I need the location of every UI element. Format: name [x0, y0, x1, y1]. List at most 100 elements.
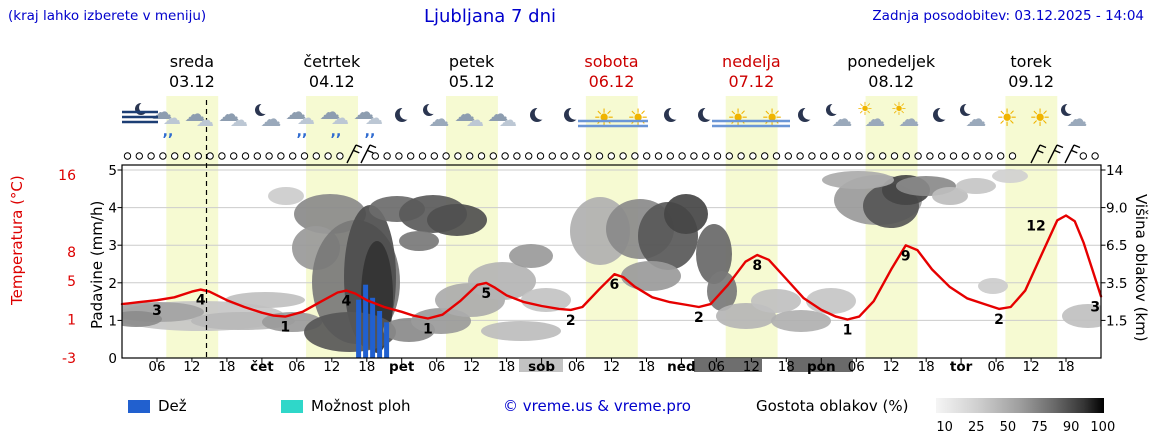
day-date: 04.12 — [309, 72, 355, 91]
svg-text:☁: ☁ — [320, 100, 341, 124]
svg-text:pon: pon — [807, 359, 836, 375]
svg-text:☀: ☀ — [727, 104, 749, 132]
rain-legend-label: Dež — [158, 397, 187, 415]
calm-wind-icon — [371, 152, 379, 160]
svg-text:12: 12 — [463, 359, 480, 375]
svg-text:☀: ☀ — [627, 104, 649, 132]
day-name: ponedeljek — [847, 52, 936, 71]
density-tick: 75 — [1031, 420, 1048, 435]
svg-text:1: 1 — [67, 312, 76, 328]
calm-wind-icon — [607, 152, 615, 160]
calm-wind-icon — [713, 152, 722, 160]
svg-text:☀: ☀ — [593, 104, 615, 132]
day-date: 08.12 — [868, 72, 914, 91]
svg-text:9.0: 9.0 — [1106, 201, 1127, 217]
showers-legend-swatch — [281, 400, 303, 413]
calm-wind-icon — [843, 152, 851, 160]
weather-icons-row: ☁☁,,☁☁ ☁☁ ☁ ☁☁,,☁☁,,☁☁,,☁ ☁☁ ☁☁ ☀ ☀ ☀ ☀ ☁ ☀☁ ☀☁ ☁ ☀ ☀ ☁ — [122, 99, 1088, 140]
calm-wind-icon — [902, 152, 910, 160]
rain-bars — [356, 284, 390, 358]
calm-wind-icon — [584, 152, 592, 160]
svg-text:06: 06 — [428, 359, 445, 375]
calm-wind-icon — [182, 152, 191, 160]
calm-wind-icon — [867, 152, 875, 160]
calm-wind-icon — [796, 152, 804, 160]
calm-wind-icon — [300, 152, 309, 160]
svg-text:4: 4 — [108, 201, 117, 217]
calm-wind-icon — [289, 152, 297, 160]
svg-text:☁: ☁ — [1067, 107, 1088, 131]
showers-legend-label: Možnost ploh — [311, 397, 411, 415]
svg-text:☁: ☁ — [966, 107, 987, 131]
svg-text:,,: ,, — [163, 124, 174, 140]
calm-wind-icon — [997, 152, 1005, 160]
calm-wind-icon — [879, 152, 887, 160]
calm-wind-icon — [1091, 152, 1099, 160]
svg-text:☁: ☁ — [261, 107, 282, 131]
calm-wind-icon — [855, 152, 863, 160]
calm-wind-icon — [820, 152, 828, 160]
calm-wind-icon — [466, 152, 474, 160]
rain-legend-swatch — [128, 400, 150, 413]
calm-wind-icon — [749, 152, 757, 160]
calm-wind-icon — [737, 152, 745, 160]
svg-text:☀: ☀ — [1029, 104, 1051, 132]
svg-text:☁: ☁ — [286, 100, 307, 124]
menu-hint-text: (kraj lahko izberete v meniju) — [8, 8, 207, 24]
calm-wind-icon — [725, 152, 733, 160]
calm-wind-icon — [631, 152, 639, 160]
svg-text:8: 8 — [752, 258, 762, 274]
calm-wind-icon — [442, 152, 450, 160]
svg-text:sob: sob — [528, 359, 555, 375]
calm-wind-icon — [513, 152, 521, 160]
calm-wind-icon — [1079, 152, 1088, 160]
svg-text:12: 12 — [603, 359, 620, 375]
svg-text:☁: ☁ — [219, 102, 240, 126]
cloud-height-axis-label: Višina oblakov (km) — [1132, 193, 1150, 342]
last-update-text: Zadnja posodobitev: 03.12.2025 - 14:04 — [872, 8, 1144, 24]
svg-text:6.5: 6.5 — [1106, 238, 1127, 254]
calm-wind-icon — [654, 152, 663, 160]
svg-text:,,: ,, — [297, 124, 308, 140]
calm-wind-icon — [949, 152, 958, 160]
density-tick: 100 — [1090, 420, 1116, 435]
svg-text:12: 12 — [183, 359, 200, 375]
calm-wind-icon — [525, 152, 533, 160]
svg-text:2: 2 — [566, 313, 576, 329]
svg-text:16: 16 — [58, 168, 76, 184]
day-name: petek — [449, 52, 495, 71]
svg-text:☀: ☀ — [857, 99, 873, 120]
svg-text:8: 8 — [67, 245, 76, 261]
svg-text:3: 3 — [152, 303, 162, 319]
calm-wind-icon — [477, 152, 486, 160]
svg-text:1.5: 1.5 — [1106, 313, 1127, 329]
svg-text:5: 5 — [108, 163, 117, 179]
svg-text:2: 2 — [108, 276, 117, 292]
calm-wind-icon — [489, 152, 497, 160]
svg-text:3.5: 3.5 — [1106, 276, 1127, 292]
svg-text:☁: ☁ — [365, 108, 383, 129]
svg-text:12: 12 — [743, 359, 760, 375]
day-name: torek — [1010, 52, 1052, 71]
calm-wind-icon — [548, 152, 556, 160]
day-date: 07.12 — [728, 72, 774, 91]
calm-wind-icon — [831, 152, 840, 160]
calm-wind-icon — [407, 152, 415, 160]
svg-text:6: 6 — [610, 277, 620, 293]
calm-wind-icon — [1008, 152, 1017, 160]
svg-text:18: 18 — [918, 359, 935, 375]
day-date: 03.12 — [169, 72, 215, 91]
calm-wind-icon — [560, 152, 568, 160]
svg-text:18: 18 — [218, 359, 235, 375]
svg-text:12: 12 — [1023, 359, 1040, 375]
temperature-value-labels: 3 4 1 4 1 5 2 6 2 8 1 9 2 12 3 — [152, 219, 1100, 339]
svg-text:ned: ned — [667, 359, 695, 375]
page-title: Ljubljana 7 dni — [423, 6, 557, 27]
calm-wind-icon — [926, 152, 934, 160]
day-date: 06.12 — [589, 72, 635, 91]
wind-barb-icon — [346, 144, 357, 164]
svg-text:☁: ☁ — [185, 102, 206, 126]
temperature-line — [120, 214, 1103, 321]
copyright-link[interactable]: © vreme.us & vreme.pro — [503, 397, 691, 415]
